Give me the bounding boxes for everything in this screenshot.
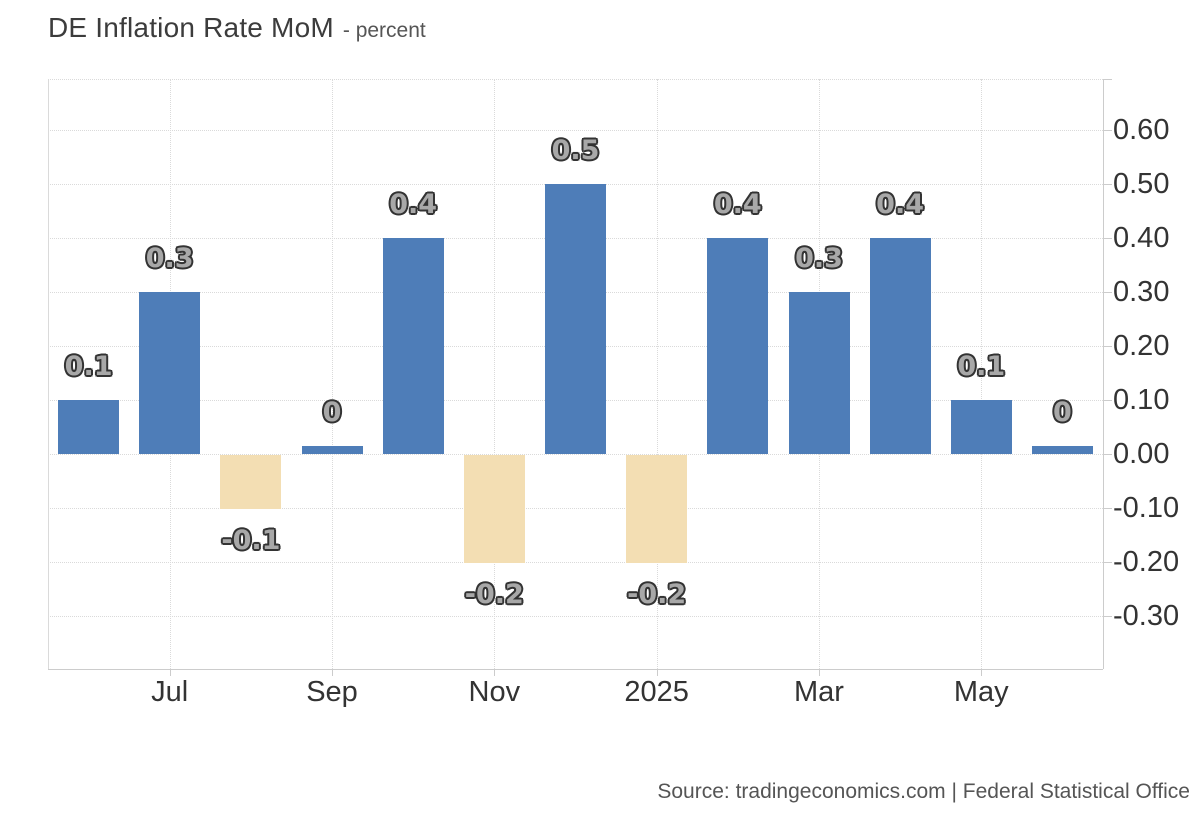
source-attribution: Source: tradingeconomics.com | Federal S…: [657, 780, 1190, 803]
y-axis-label: 0.30: [1113, 276, 1170, 308]
y-axis-label: -0.30: [1113, 600, 1180, 632]
x-axis-label: Nov: [468, 676, 521, 708]
chart-title: DE Inflation Rate MoM: [48, 12, 334, 43]
y-axis-label: -0.10: [1113, 492, 1180, 524]
bar-nov-2024[interactable]: [463, 455, 525, 563]
h-gridline: [48, 508, 1103, 509]
bar-value-label: 0: [1052, 397, 1072, 428]
h-gridline: [48, 454, 1103, 455]
y-axis-label: 0.50: [1113, 168, 1170, 200]
y-axis-line: [1103, 79, 1104, 669]
y-axis-label: 0.10: [1113, 384, 1170, 416]
bar-aug-2024[interactable]: [220, 455, 282, 509]
v-gridline: [494, 79, 496, 669]
bar-value-label: 0.5: [551, 135, 600, 166]
bar-value-label: -0.1: [221, 525, 281, 556]
y-axis-label: 0.60: [1113, 114, 1170, 146]
y-axis-tick: [1103, 562, 1112, 563]
bar-value-label: 0.1: [64, 351, 113, 382]
y-axis-tick: [1103, 508, 1112, 509]
y-axis-tick: [1103, 292, 1112, 293]
x-axis-label: 2025: [624, 676, 689, 708]
x-axis-label: Mar: [794, 676, 844, 708]
bar-jan-2025[interactable]: [626, 455, 688, 563]
bar-value-label: 0.4: [389, 189, 438, 220]
h-gridline: [48, 130, 1103, 131]
bar-value-label: 0: [322, 397, 342, 428]
bar-oct-2024[interactable]: [382, 238, 444, 454]
x-axis-label: May: [953, 676, 1009, 708]
bar-sep-2024[interactable]: [301, 446, 363, 454]
y-axis-tick: [1103, 454, 1112, 455]
bar-value-label: 0.4: [876, 189, 925, 220]
chart-header: DE Inflation Rate MoM - percent: [48, 12, 426, 44]
x-axis-label: Sep: [306, 676, 358, 708]
x-axis-tick: [819, 669, 820, 676]
bar-value-label: -0.2: [627, 579, 687, 610]
bar-value-label: 0.1: [957, 351, 1006, 382]
x-axis-tick: [169, 669, 171, 676]
bar-value-label: 0.3: [795, 243, 843, 274]
chart-subtitle: - percent: [342, 19, 426, 42]
y-axis-label: 0.20: [1113, 330, 1170, 362]
bar-dec-2024[interactable]: [545, 184, 606, 454]
bar-jun-2024[interactable]: [58, 400, 120, 454]
plot-left-border: [48, 79, 49, 669]
y-axis-tick: [1103, 346, 1112, 347]
y-axis-tick: [1103, 238, 1112, 239]
bar-jul-2024[interactable]: [139, 292, 201, 454]
h-gridline: [48, 616, 1103, 617]
bar-mar-2025[interactable]: [788, 292, 850, 454]
y-axis-tick: [1103, 400, 1112, 401]
x-axis-tick: [656, 669, 658, 676]
x-axis-tick: [332, 669, 333, 676]
plot-top-border: [48, 79, 1103, 80]
bar-value-label: 0.4: [713, 189, 762, 220]
bar-may-2025[interactable]: [950, 400, 1012, 454]
bar-apr-2025[interactable]: [869, 238, 931, 454]
x-axis-tick: [494, 669, 496, 676]
x-axis-line: [48, 669, 1103, 670]
v-gridline: [656, 79, 658, 669]
bar-jun-2025[interactable]: [1031, 446, 1093, 454]
v-gridline: [981, 79, 983, 669]
x-axis-label: Jul: [151, 676, 189, 708]
bar-feb-2025[interactable]: [707, 238, 769, 454]
y-axis-label: -0.20: [1113, 546, 1180, 578]
h-gridline: [48, 562, 1103, 563]
x-axis-tick: [981, 669, 983, 676]
y-axis-tick: [1103, 184, 1112, 185]
y-axis-tick: [1103, 130, 1112, 131]
y-axis-tick: [1103, 79, 1112, 80]
y-axis-label: 0.00: [1113, 438, 1170, 470]
bar-value-label: 0.3: [145, 243, 194, 274]
v-gridline: [332, 79, 333, 669]
bar-value-label: -0.2: [464, 579, 524, 610]
y-axis-tick: [1103, 616, 1112, 617]
y-axis-label: 0.40: [1113, 222, 1170, 254]
